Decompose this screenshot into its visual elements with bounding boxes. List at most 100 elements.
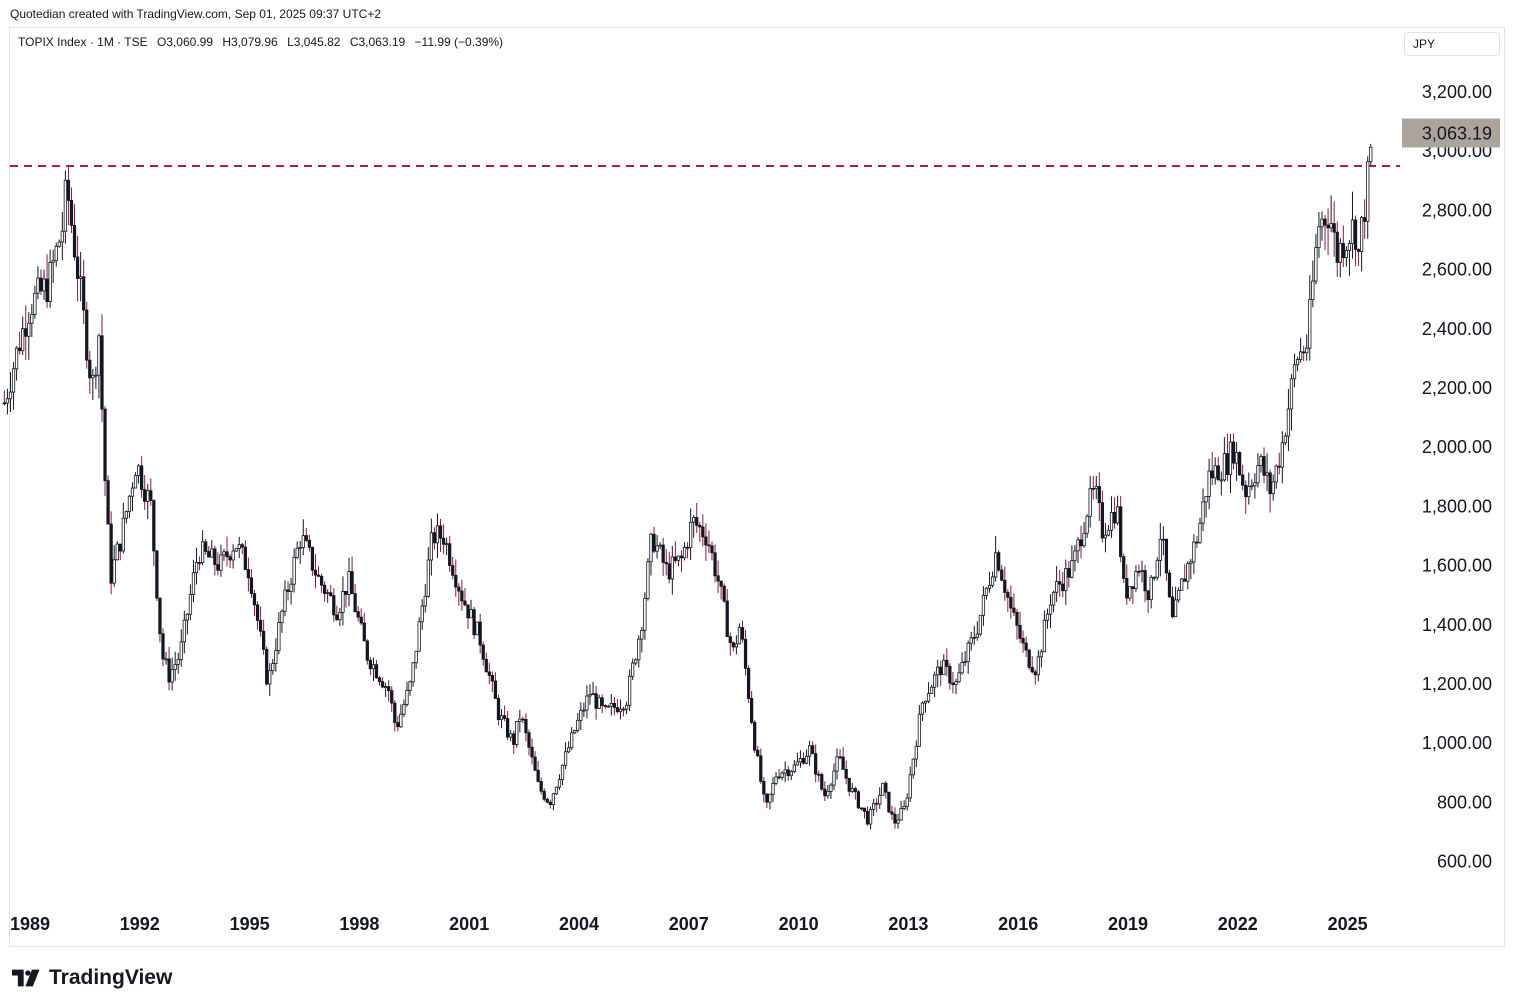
candle[interactable] <box>194 547 199 585</box>
candle[interactable] <box>698 522 702 542</box>
candle[interactable] <box>957 663 961 684</box>
candle[interactable] <box>603 704 607 709</box>
candle[interactable] <box>1360 215 1364 272</box>
candle[interactable] <box>902 800 906 811</box>
candle[interactable] <box>1292 353 1297 388</box>
candle[interactable] <box>390 686 394 712</box>
candle[interactable] <box>118 543 122 561</box>
candle[interactable] <box>954 678 958 695</box>
candle[interactable] <box>72 204 77 261</box>
candle[interactable] <box>109 511 113 595</box>
candle[interactable] <box>829 782 833 799</box>
candle[interactable] <box>457 583 461 606</box>
candle[interactable] <box>502 705 507 722</box>
candle[interactable] <box>966 640 970 674</box>
candle[interactable] <box>515 721 519 748</box>
candle[interactable] <box>310 546 315 576</box>
candle[interactable] <box>60 211 64 261</box>
candle[interactable] <box>923 700 928 713</box>
candle[interactable] <box>423 584 427 613</box>
candle[interactable] <box>1122 553 1126 583</box>
candle[interactable] <box>509 730 513 742</box>
candle[interactable] <box>487 662 491 685</box>
candle[interactable] <box>36 266 40 300</box>
candle[interactable] <box>338 607 342 627</box>
candle[interactable] <box>335 605 339 622</box>
candle[interactable] <box>960 652 964 675</box>
candle[interactable] <box>1009 585 1013 619</box>
candle[interactable] <box>158 597 162 643</box>
candle[interactable] <box>518 709 522 733</box>
candle[interactable] <box>545 797 549 804</box>
candle[interactable] <box>173 651 177 681</box>
candle[interactable] <box>750 691 754 725</box>
candle[interactable] <box>826 784 830 799</box>
candle[interactable] <box>280 609 284 633</box>
candle[interactable] <box>1091 475 1095 500</box>
candle[interactable] <box>997 550 1001 572</box>
candle[interactable] <box>759 748 763 784</box>
candle[interactable] <box>1161 526 1166 556</box>
candle[interactable] <box>277 612 281 655</box>
candle[interactable] <box>649 532 653 576</box>
candle[interactable] <box>30 303 34 338</box>
candle[interactable] <box>1241 464 1245 491</box>
candle[interactable] <box>1097 472 1101 522</box>
candle[interactable] <box>987 571 992 593</box>
candle[interactable] <box>39 269 43 295</box>
candle[interactable] <box>963 651 967 667</box>
candle[interactable] <box>838 749 842 760</box>
candle[interactable] <box>1265 453 1269 492</box>
candle[interactable] <box>862 807 867 819</box>
candle[interactable] <box>875 798 879 813</box>
candle[interactable] <box>820 772 824 792</box>
candle[interactable] <box>1210 452 1214 486</box>
candle[interactable] <box>1158 522 1162 577</box>
candle[interactable] <box>1109 496 1114 538</box>
candle[interactable] <box>1274 464 1278 489</box>
candle[interactable] <box>1256 453 1260 488</box>
candle[interactable] <box>740 620 745 643</box>
candle[interactable] <box>79 252 83 302</box>
candle[interactable] <box>1225 433 1230 482</box>
candle[interactable] <box>1064 559 1068 605</box>
candle[interactable] <box>1222 437 1227 482</box>
candle[interactable] <box>795 752 800 766</box>
candle[interactable] <box>658 542 662 550</box>
candle[interactable] <box>2 390 7 406</box>
candle[interactable] <box>1311 260 1315 308</box>
candle[interactable] <box>984 587 989 600</box>
candle[interactable] <box>490 671 495 693</box>
symbol-label[interactable]: TOPIX Index · 1M · TSE <box>18 35 148 49</box>
candle[interactable] <box>1302 345 1306 362</box>
candle[interactable] <box>890 805 894 820</box>
candle[interactable] <box>673 541 678 564</box>
candle[interactable] <box>707 530 711 554</box>
candle[interactable] <box>1170 586 1175 619</box>
candle[interactable] <box>63 170 68 244</box>
candle[interactable] <box>136 464 141 484</box>
candle[interactable] <box>865 806 870 826</box>
candle[interactable] <box>728 632 732 656</box>
candle[interactable] <box>94 366 98 389</box>
candle[interactable] <box>5 388 10 415</box>
candle[interactable] <box>597 694 601 710</box>
candle[interactable] <box>743 629 748 676</box>
candle[interactable] <box>920 701 925 722</box>
candle[interactable] <box>1323 214 1327 251</box>
candle[interactable] <box>301 519 305 556</box>
candle[interactable] <box>945 648 949 677</box>
candle[interactable] <box>737 623 742 645</box>
candle[interactable] <box>646 558 650 601</box>
candle[interactable] <box>1055 566 1059 602</box>
candle[interactable] <box>722 583 726 603</box>
candle[interactable] <box>807 740 812 766</box>
candle[interactable] <box>271 658 275 675</box>
candle[interactable] <box>1045 608 1050 629</box>
candle[interactable] <box>1280 431 1284 484</box>
candle[interactable] <box>573 729 577 735</box>
candle[interactable] <box>97 333 101 399</box>
candle[interactable] <box>289 577 293 605</box>
candle[interactable] <box>878 787 882 809</box>
candle[interactable] <box>1198 517 1202 544</box>
